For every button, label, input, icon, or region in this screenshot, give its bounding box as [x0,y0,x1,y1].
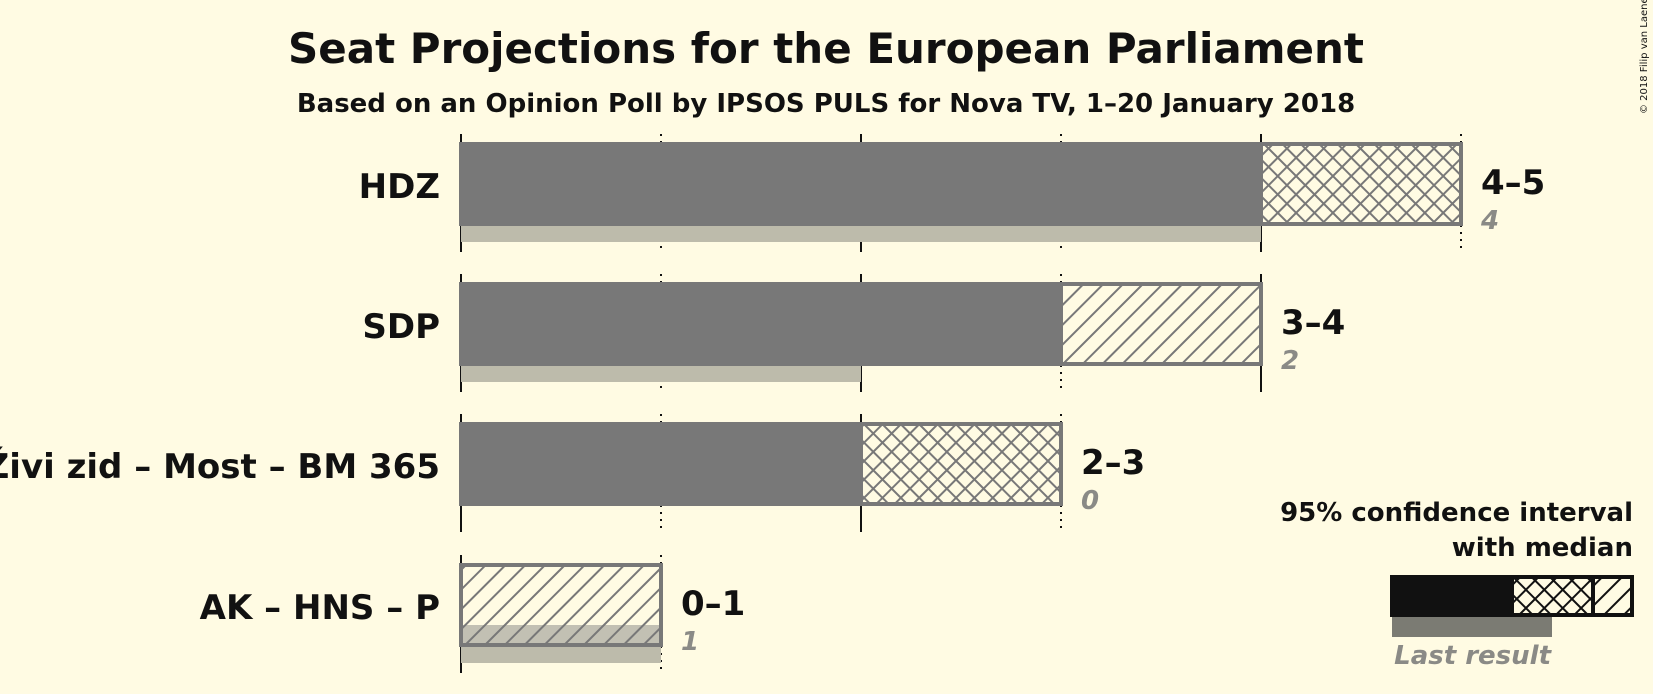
copyright-text: © 2018 Filip van Laenen [1639,0,1650,114]
last-result-overlay [463,625,659,643]
legend: 95% confidence interval with median Last… [1280,498,1634,671]
legend-median-solid-swatch [1390,575,1512,617]
chart-subtitle: Based on an Opinion Poll by IPSOS PULS f… [297,89,1355,119]
chart-title: Seat Projections for the European Parlia… [288,24,1364,73]
last-result-bar [461,364,861,382]
party-label: HDZ [359,167,440,207]
median-bar [459,142,1261,226]
median-bar [459,422,861,506]
last-result-label: 0 [1081,486,1099,516]
legend-crosshatch-swatch [1510,575,1595,617]
last-result-label: 4 [1480,206,1499,236]
legend-title-line1: 95% confidence interval [1280,498,1633,528]
last-result-bar [461,224,1261,242]
range-label: 0–1 [681,584,745,624]
party-label: SDP [362,307,440,347]
last-result-label: 2 [1281,346,1299,376]
legend-last-result-label: Last result [1394,641,1552,671]
last-result-bar [461,645,661,663]
median-bar [459,282,1061,366]
range-label: 2–3 [1081,443,1145,483]
range-label: 4–5 [1481,163,1545,203]
last-result-label: 1 [681,627,699,657]
legend-title-line2: with median [1452,533,1633,563]
legend-diagonal-swatch [1591,575,1634,617]
confidence-interval-bar [859,422,1063,506]
range-label: 3–4 [1281,303,1345,343]
confidence-interval-bar [1059,282,1263,366]
bars-group: HDZ 4–54 SDP 3–42 Živi zid – Most – BM 365 2–… [0,142,1545,663]
legend-last-result-swatch [1392,615,1552,637]
confidence-interval-bar [1259,142,1463,226]
party-label: AK – HNS – P [200,588,440,628]
party-label: Živi zid – Most – BM 365 [0,446,440,487]
confidence-interval-bar [459,563,663,647]
